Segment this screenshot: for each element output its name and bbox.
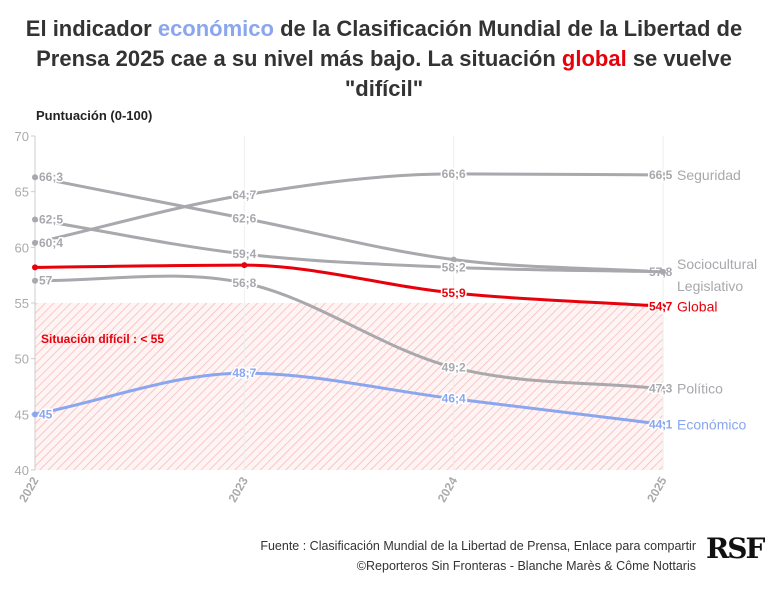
legend-label-global: Global — [677, 298, 717, 314]
data-point-legislativo — [241, 251, 248, 258]
series-line-politico — [34, 274, 664, 391]
data-point-global — [241, 262, 248, 269]
title-global: global — [561, 46, 627, 71]
data-point-economico — [32, 411, 38, 418]
data-point-legislativo — [450, 264, 457, 271]
data-point-seguridad — [450, 170, 457, 177]
data-label-economico: 48;7 — [232, 366, 256, 380]
source-line[interactable]: Fuente : Clasificación Mundial de la Lib… — [260, 539, 696, 553]
data-label-legislativo: 62;5 — [39, 213, 63, 227]
data-label-politico: 49;2 — [442, 361, 466, 375]
y-tick-label: 70 — [15, 129, 29, 144]
series-line-seguridad — [34, 172, 664, 245]
data-label-politico: 47,3 — [649, 382, 673, 396]
data-point-sociocultural — [32, 174, 38, 181]
data-label-sociocultural: 66;3 — [39, 170, 63, 184]
legend-label-economico: Económico — [677, 416, 746, 432]
line-chart: Situación difícil : < 55 2022 2023 2024 2025… — [15, 129, 758, 505]
title-economico: económico — [157, 16, 274, 41]
data-label-legislativo: 59;4 — [232, 247, 256, 261]
data-label-economico: 44,1 — [649, 417, 673, 431]
data-label-global: 54,7 — [649, 299, 673, 313]
x-tick-label: 2024 — [435, 474, 461, 504]
data-label-global: 55;9 — [442, 286, 466, 300]
data-point-global — [32, 264, 38, 271]
data-point-sociocultural — [241, 215, 248, 222]
series-line-legislativo — [34, 218, 664, 274]
data-label-economico: 45 — [39, 407, 53, 421]
rsf-logo: RSF — [706, 532, 765, 565]
x-tick-label: 2022 — [16, 474, 42, 504]
data-point-global — [450, 289, 457, 296]
series-line-economico — [34, 371, 664, 426]
data-point-legislativo — [660, 268, 666, 275]
data-label-seguridad: 64;7 — [232, 188, 256, 202]
data-point-politico — [241, 279, 248, 286]
credit-line: ©Reporteros Sin Fronteras - Blanche Marè… — [356, 559, 696, 573]
data-label-seguridad: 66,5 — [649, 168, 673, 182]
legend-label-sociocultural: Sociocultural — [677, 256, 757, 272]
y-tick-label: 50 — [15, 352, 29, 367]
legend-label-seguridad: Seguridad — [677, 167, 741, 183]
title-text: de la Clasificación Mundial de la Libert… — [36, 16, 743, 71]
legend-label-politico: Político — [677, 381, 723, 397]
data-point-seguridad — [32, 239, 38, 246]
y-tick-label: 55 — [15, 296, 29, 311]
data-point-sociocultural — [450, 256, 457, 263]
title-text: se vuelve "difícil" — [344, 46, 732, 101]
data-point-economico — [660, 421, 666, 428]
series-line-sociocultural — [34, 175, 664, 274]
title-text: El indicador — [25, 16, 158, 41]
y-tick-label: 60 — [15, 240, 29, 255]
data-label-economico: 46;4 — [442, 392, 466, 406]
data-point-economico — [450, 395, 457, 402]
source-note: Fuente : Clasificación Mundial de la Lib… — [260, 536, 696, 576]
data-point-politico — [660, 385, 666, 392]
data-label-politico: 57 — [39, 274, 53, 288]
data-label-sociocultural: 62;6 — [232, 211, 256, 225]
y-axis-label: Puntuación (0-100) — [36, 108, 153, 123]
zone-label: Situación difícil : < 55 — [41, 332, 164, 346]
data-point-seguridad — [241, 192, 248, 199]
y-tick-label: 45 — [15, 407, 29, 422]
data-point-politico — [450, 364, 457, 371]
data-point-legislativo — [32, 216, 38, 223]
data-point-politico — [32, 277, 38, 284]
data-label-politico: 56;8 — [232, 276, 256, 290]
difficult-zone — [35, 303, 663, 470]
x-tick-label: 2023 — [225, 474, 251, 504]
y-tick-label: 40 — [15, 463, 29, 478]
data-label-seguridad: 60;4 — [39, 236, 63, 250]
data-point-global — [660, 303, 666, 310]
x-tick-label: 2025 — [644, 474, 670, 504]
data-label-legislativo: 58;2 — [442, 260, 466, 274]
series-line-global — [34, 263, 664, 308]
y-tick-label: 65 — [15, 185, 29, 200]
data-label-seguridad: 66;6 — [442, 167, 466, 181]
data-point-seguridad — [660, 171, 666, 178]
chart-title: El indicador económico de la Clasificaci… — [20, 14, 748, 104]
data-point-economico — [241, 370, 248, 377]
legend-label-legislativo: Legislativo — [677, 278, 743, 294]
